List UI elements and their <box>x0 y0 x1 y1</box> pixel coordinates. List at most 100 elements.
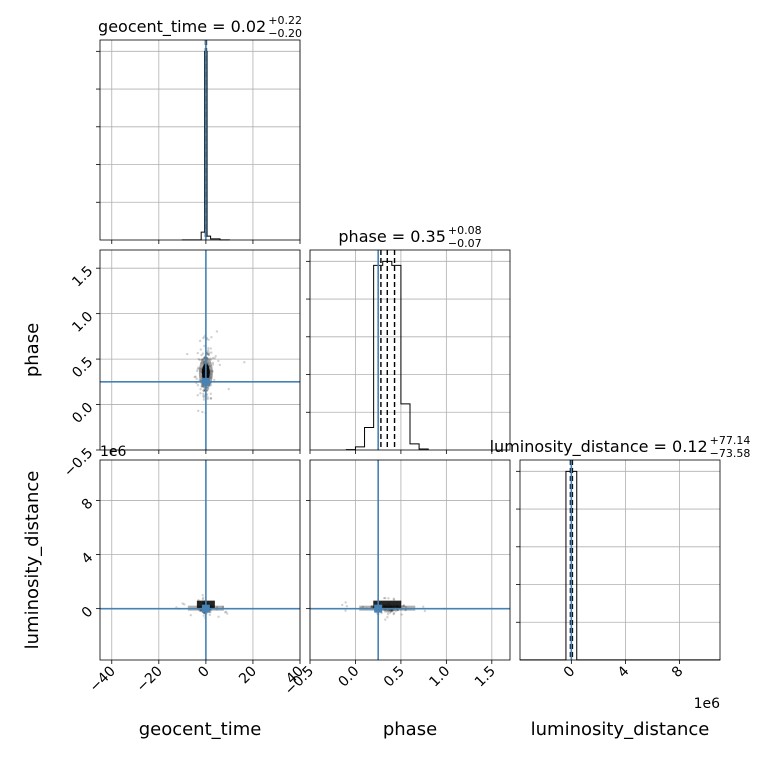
scatter-point <box>193 375 196 379</box>
y-axis-label-luminosity_distance: luminosity_distance <box>22 471 43 650</box>
scatter-point <box>207 351 211 354</box>
scatter-point <box>392 611 396 615</box>
scatter-point <box>202 396 206 399</box>
truth-marker <box>201 604 210 613</box>
scatter-point <box>208 613 212 617</box>
scatter-point <box>383 610 387 613</box>
scatter-point <box>202 336 205 340</box>
scatter-point <box>390 609 393 613</box>
histogram-panel-phase: phase = 0.35 +0.08−0.07 <box>306 224 511 454</box>
title-minus: −0.07 <box>448 237 482 250</box>
scatter-point <box>402 604 406 607</box>
scatter-point <box>392 612 395 616</box>
x-offset-text: 1e6 <box>694 696 721 712</box>
scatter-point <box>198 339 202 343</box>
title-minus: −0.20 <box>268 27 302 40</box>
scatter-point <box>361 605 365 609</box>
scatter-point <box>224 610 228 613</box>
panel-frame <box>99 459 301 661</box>
panel-frame <box>519 459 721 661</box>
y-tick-label: 0 <box>79 604 97 622</box>
title-geocent_time: geocent_time = 0.02 +0.22−0.20 <box>98 14 302 40</box>
histogram-panel-geocent_time: geocent_time = 0.02 +0.22−0.20 <box>96 14 302 244</box>
scatter-point <box>400 613 403 616</box>
scatter-point <box>404 605 408 609</box>
scatter-point <box>221 605 225 609</box>
x-tick-label: 0.0 <box>335 663 362 690</box>
scatter-point <box>207 338 210 341</box>
scatter-point <box>387 609 390 612</box>
scatter-points <box>186 330 246 415</box>
histogram-luminosity_distance <box>519 470 721 661</box>
scatter-point <box>202 392 205 395</box>
scatter-point <box>196 351 199 355</box>
scatter-point <box>344 609 347 612</box>
scatter-point <box>209 347 213 350</box>
scatter-point <box>401 604 404 608</box>
scatter-point <box>389 609 392 612</box>
scatter-point <box>389 609 393 612</box>
x-tick-label: 0 <box>561 663 579 681</box>
scatter-point <box>209 392 213 395</box>
scatter-point <box>215 330 219 333</box>
title-luminosity_distance: luminosity_distance = 0.12 +77.14−73.58 <box>490 434 751 460</box>
scatter-point <box>207 353 210 357</box>
scatter-point <box>201 410 204 414</box>
scatter-point <box>387 597 390 600</box>
scatter-point <box>201 352 205 355</box>
scatter-point <box>202 389 205 392</box>
title-main: phase = 0.35 <box>338 227 445 246</box>
panel-frame <box>99 39 301 241</box>
scatter-point <box>196 384 200 387</box>
scatter-point <box>206 396 209 399</box>
scatter-point <box>206 353 209 356</box>
truth-marker <box>201 377 210 386</box>
x-tick-label: 1.5 <box>472 663 499 690</box>
scatter-point <box>370 605 374 608</box>
scatter-point <box>206 397 209 401</box>
scatter-point <box>394 610 397 613</box>
scatter-point <box>199 348 202 351</box>
scatter-point <box>202 398 206 401</box>
title-plus: +0.08 <box>448 224 482 237</box>
scatter-point <box>210 351 213 354</box>
scatter-point <box>206 387 210 391</box>
scatter-point <box>207 346 210 350</box>
scatter-point <box>189 614 192 617</box>
panel-frame <box>309 249 511 451</box>
y-tick-label: 0.0 <box>69 400 96 427</box>
scatter-point <box>198 609 201 613</box>
x-tick-label: 4 <box>615 663 633 681</box>
scatter-point <box>402 604 406 608</box>
scatter-point <box>211 363 215 366</box>
scatter-point <box>196 367 199 371</box>
scatter-point <box>370 605 373 608</box>
scatter-point <box>387 609 390 612</box>
scatter-point <box>183 603 186 606</box>
scatter-point <box>370 605 374 608</box>
scatter-point <box>388 611 392 614</box>
scatter-point <box>181 602 184 605</box>
y-tick-label: 8 <box>79 496 97 514</box>
scatter-point <box>194 375 197 378</box>
scatter-point <box>386 610 389 614</box>
scatter-point <box>207 349 210 352</box>
scatter-point <box>211 356 215 360</box>
scatter-point <box>202 614 206 617</box>
scatter-point <box>203 344 206 348</box>
scatter-point <box>202 596 205 599</box>
scatter-point <box>344 601 347 604</box>
scatter-point <box>209 397 213 400</box>
scatter-point <box>223 611 227 614</box>
scatter-point <box>214 355 217 358</box>
title-main: geocent_time = 0.02 <box>98 17 266 37</box>
x-tick-label: 0 <box>195 663 213 681</box>
x-axis-label-luminosity_distance: luminosity_distance <box>531 719 710 740</box>
scatter-point <box>201 598 205 601</box>
scatter-point <box>243 360 246 364</box>
scatter-point <box>392 597 396 600</box>
x-tick-label: 0.5 <box>381 663 408 690</box>
x-tick-label: −20 <box>134 663 166 695</box>
y-axis-label-phase: phase <box>22 323 43 377</box>
title-minus: −73.58 <box>710 447 751 460</box>
